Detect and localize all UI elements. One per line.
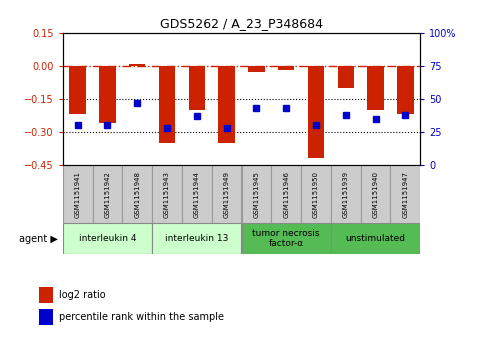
Text: GSM1151946: GSM1151946 — [283, 171, 289, 217]
Bar — [63, 223, 152, 254]
Bar — [397, 66, 413, 114]
Text: GSM1151939: GSM1151939 — [343, 171, 349, 218]
Bar — [99, 66, 115, 123]
Text: GSM1151940: GSM1151940 — [372, 171, 379, 217]
Bar — [129, 64, 145, 66]
Text: GSM1151941: GSM1151941 — [75, 171, 81, 217]
Text: tumor necrosis
factor-α: tumor necrosis factor-α — [253, 229, 320, 248]
Bar — [152, 223, 242, 254]
Bar — [70, 66, 86, 114]
Text: GSM1151949: GSM1151949 — [224, 171, 229, 217]
Bar — [308, 66, 324, 159]
Text: GSM1151944: GSM1151944 — [194, 171, 200, 217]
Bar — [182, 165, 212, 223]
Bar — [212, 165, 242, 223]
Text: log2 ratio: log2 ratio — [59, 290, 106, 300]
Bar — [39, 309, 53, 325]
Bar — [278, 66, 294, 70]
Text: GSM1151943: GSM1151943 — [164, 171, 170, 217]
Bar — [39, 287, 53, 303]
Bar — [331, 165, 361, 223]
Bar — [93, 165, 122, 223]
Bar — [361, 165, 390, 223]
Text: percentile rank within the sample: percentile rank within the sample — [59, 312, 224, 322]
Bar — [159, 66, 175, 143]
Text: GSM1151945: GSM1151945 — [254, 171, 259, 217]
Bar — [390, 165, 420, 223]
Bar — [63, 165, 93, 223]
Text: interleukin 13: interleukin 13 — [165, 234, 228, 243]
Text: GSM1151947: GSM1151947 — [402, 171, 408, 217]
Bar — [248, 66, 265, 72]
Bar — [122, 165, 152, 223]
Bar — [242, 223, 331, 254]
Bar — [189, 66, 205, 110]
Text: GSM1151942: GSM1151942 — [104, 171, 111, 217]
Bar — [368, 66, 384, 110]
Text: GSM1151950: GSM1151950 — [313, 171, 319, 217]
Bar — [331, 223, 420, 254]
Bar — [271, 165, 301, 223]
Bar — [152, 165, 182, 223]
Text: agent ▶: agent ▶ — [19, 233, 58, 244]
Bar — [301, 165, 331, 223]
Text: GSM1151948: GSM1151948 — [134, 171, 140, 217]
Bar — [338, 66, 354, 88]
Text: interleukin 4: interleukin 4 — [79, 234, 136, 243]
Bar — [242, 165, 271, 223]
Title: GDS5262 / A_23_P348684: GDS5262 / A_23_P348684 — [160, 17, 323, 30]
Bar — [218, 66, 235, 143]
Text: unstimulated: unstimulated — [345, 234, 406, 243]
